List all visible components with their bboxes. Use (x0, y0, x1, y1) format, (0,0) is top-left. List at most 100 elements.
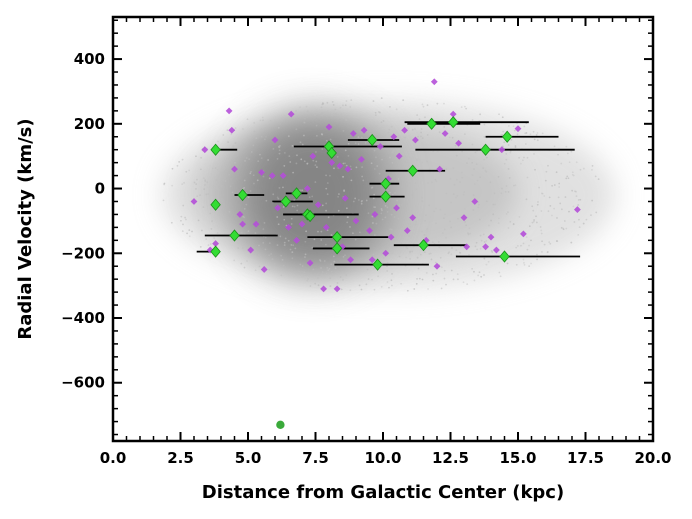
cloud-speckle (445, 168, 448, 170)
cloud-speckle (465, 107, 468, 110)
violet-point (412, 136, 419, 144)
cloud-speckle (498, 113, 500, 116)
cloud-speckle (329, 277, 332, 280)
cloud-speckle (319, 260, 322, 262)
cloud-speckle (205, 238, 208, 240)
cloud-speckle (386, 281, 389, 283)
cloud-speckle (464, 208, 466, 210)
outlier-point (276, 420, 285, 430)
cloud-speckle (439, 208, 442, 211)
cloud-speckle (452, 167, 455, 169)
cloud-speckle (378, 111, 381, 114)
violet-point (441, 130, 449, 137)
cloud-speckle (432, 273, 434, 276)
violet-point (339, 243, 346, 251)
cloud-speckle (374, 206, 377, 209)
cloud-speckle (163, 183, 166, 186)
cloud-speckle (229, 185, 232, 188)
cloud-speckle (582, 167, 585, 170)
cloud-speckle (333, 167, 335, 170)
cloud-speckle (231, 191, 234, 194)
x-tick-label: 10.0 (364, 449, 401, 467)
cloud-speckle (516, 133, 519, 136)
cloud-speckle (540, 232, 543, 235)
cloud-speckle (440, 287, 443, 290)
cloud-speckle (389, 156, 391, 159)
cloud-speckle (263, 138, 266, 141)
cloud-speckle (381, 218, 384, 221)
cloud-speckle (291, 205, 294, 208)
cloud-speckle (282, 264, 285, 267)
cloud-speckle (308, 196, 311, 199)
cloud-speckle (171, 184, 174, 187)
violet-point (201, 146, 209, 154)
cloud-speckle (450, 201, 453, 204)
cloud-speckle (567, 177, 570, 180)
cloud-speckle (361, 175, 364, 178)
cloud-speckle (578, 218, 580, 221)
cloud-speckle (545, 170, 548, 173)
cloud-speckle (443, 102, 445, 105)
green-diamond (367, 133, 378, 147)
cloud-speckle (178, 160, 181, 163)
cloud-speckle (268, 242, 271, 245)
cloud-speckle (260, 128, 263, 131)
cloud-speckle (258, 265, 261, 268)
cloud-speckle (541, 132, 544, 135)
cloud-speckle (409, 223, 412, 226)
cloud-speckle (471, 174, 474, 176)
cloud-speckle (487, 260, 490, 263)
cloud-speckle (562, 227, 565, 230)
violet-point (376, 143, 384, 150)
cloud-speckle (416, 114, 419, 116)
cloud-speckle (397, 178, 400, 180)
cloud-speckle (224, 216, 226, 218)
cloud-speckle (277, 223, 280, 226)
cloud-speckle (321, 148, 324, 150)
cloud-speckle (386, 210, 389, 213)
violet-point (409, 214, 417, 222)
cloud-speckle (322, 102, 325, 105)
violet-point (455, 139, 462, 147)
cloud-speckle (293, 205, 296, 208)
cloud-speckle (342, 255, 345, 258)
cloud-speckle (326, 101, 329, 104)
cloud-speckle (342, 162, 345, 165)
cloud-speckle (233, 259, 236, 262)
cloud-speckle (268, 177, 271, 180)
cloud-speckle (457, 278, 459, 281)
violet-point (393, 204, 400, 212)
cloud-speckle (570, 241, 573, 244)
cloud-speckle (425, 214, 427, 217)
cloud-speckle (245, 157, 248, 159)
cloud-speckle (374, 114, 377, 117)
cloud-speckle (421, 161, 424, 164)
cloud-speckle (254, 232, 257, 235)
cloud-speckle (325, 272, 328, 275)
cloud-speckle (276, 216, 279, 218)
violet-point (287, 110, 295, 118)
cloud-speckle (185, 170, 188, 173)
cloud-speckle (283, 164, 286, 167)
cloud-speckle (281, 258, 284, 261)
cloud-speckle (195, 187, 197, 190)
cloud-speckle (507, 191, 510, 193)
cloud-speckle (295, 162, 298, 165)
cloud-speckle (330, 263, 333, 266)
cloud-speckle (565, 145, 568, 148)
cloud-speckle (479, 176, 482, 179)
cloud-speckle (346, 221, 349, 224)
cloud-speckle (412, 242, 415, 245)
cloud-speckle (325, 174, 327, 177)
cloud-speckle (291, 144, 294, 147)
cloud-speckle (579, 168, 582, 171)
cloud-speckle (415, 282, 418, 285)
cloud-speckle (225, 219, 228, 222)
cloud-speckle (562, 228, 565, 231)
cloud-speckle (516, 244, 519, 247)
cloud-speckle (360, 136, 363, 139)
cloud-speckle (316, 166, 318, 169)
cloud-speckle (349, 106, 352, 108)
cloud-speckle (236, 238, 239, 241)
cloud-speckle (462, 193, 465, 196)
